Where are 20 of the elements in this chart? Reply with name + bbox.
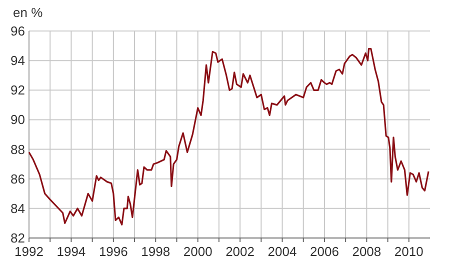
line-series bbox=[28, 48, 430, 226]
x-tick-label: 1994 bbox=[56, 244, 86, 259]
y-tick-label: 90 bbox=[10, 112, 25, 128]
y-tick-label: 82 bbox=[10, 230, 25, 246]
y-tick-label: 92 bbox=[10, 82, 25, 98]
y-axis-title: en % bbox=[13, 5, 44, 20]
y-tick-label: 88 bbox=[10, 142, 25, 157]
x-tick-label: 2004 bbox=[268, 244, 297, 259]
x-tick-label: 2008 bbox=[352, 244, 382, 259]
x-tick-label: 1998 bbox=[141, 244, 170, 259]
y-tick-label: 94 bbox=[10, 53, 25, 68]
x-tick-label: 2010 bbox=[394, 244, 424, 259]
x-tick-label: 1996 bbox=[98, 244, 128, 259]
y-tick-label: 96 bbox=[10, 24, 25, 38]
x-tick-label: 2002 bbox=[226, 244, 255, 259]
y-tick-label: 84 bbox=[10, 200, 25, 216]
x-tick-label: 2006 bbox=[310, 244, 339, 259]
x-tick-label: 2000 bbox=[183, 244, 212, 259]
x-tick-label: 1992 bbox=[14, 244, 44, 259]
y-tick-label: 86 bbox=[10, 171, 25, 186]
